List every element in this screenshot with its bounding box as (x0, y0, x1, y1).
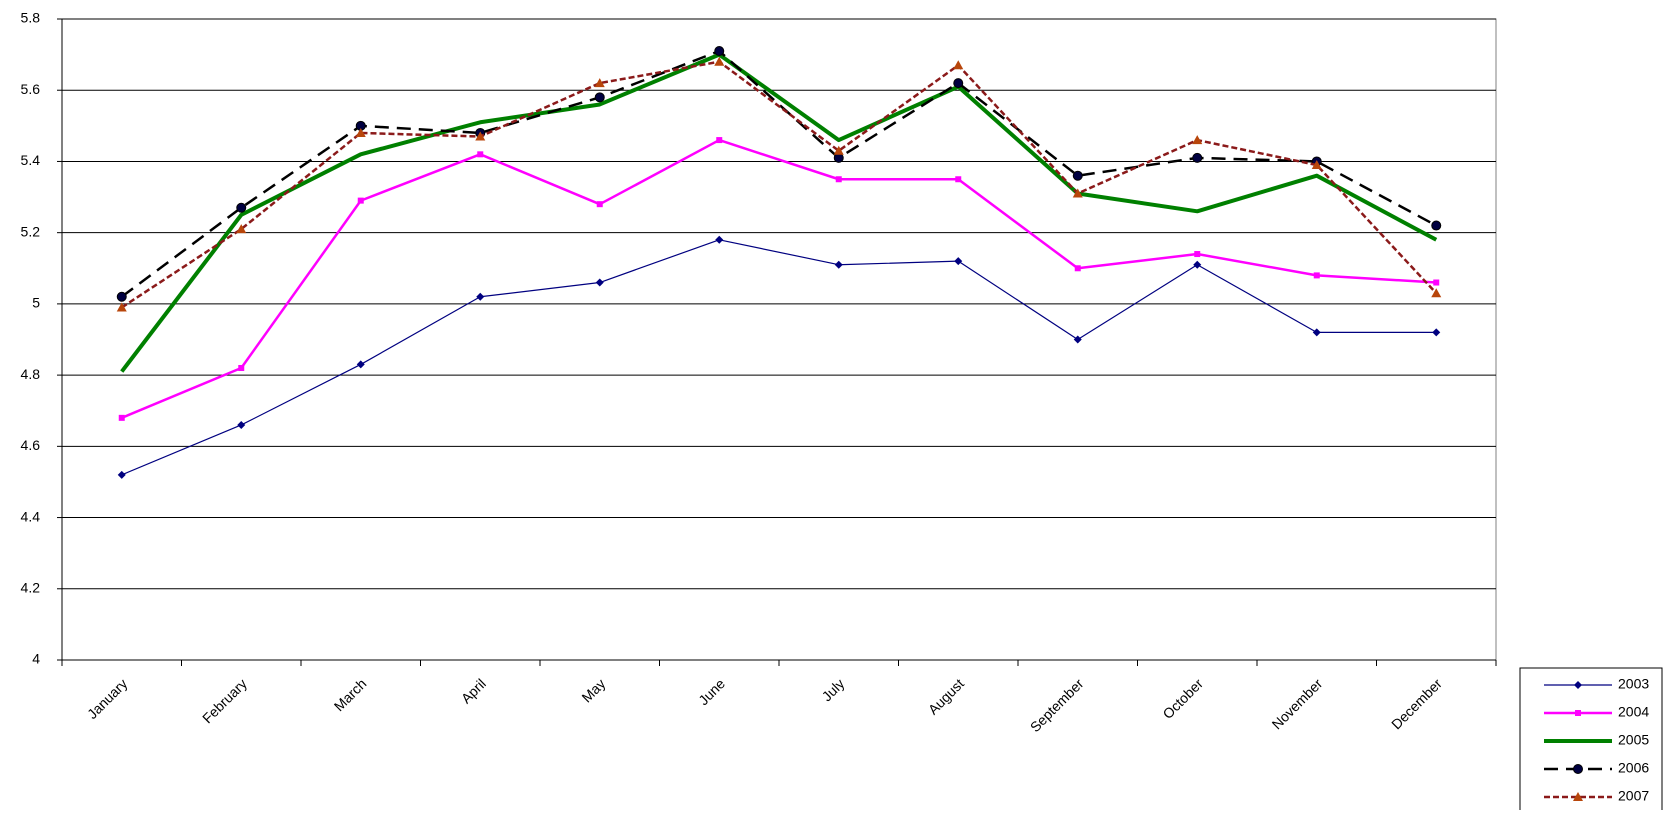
marker (1431, 220, 1442, 231)
marker (117, 470, 126, 479)
plot-area (61, 18, 1497, 661)
y-tick-label: 4.6 (21, 437, 41, 453)
marker (1194, 251, 1201, 258)
legend-label: 2005 (1618, 732, 1649, 748)
marker (1431, 288, 1442, 298)
x-tick-label: March (331, 675, 370, 714)
x-tick-label: September (1027, 675, 1087, 735)
y-tick-label: 5.4 (21, 152, 41, 168)
marker (1313, 272, 1320, 279)
x-tick-label: April (458, 675, 489, 706)
marker (238, 364, 245, 371)
marker (236, 202, 247, 213)
y-tick-label: 4.4 (21, 508, 41, 524)
x-tick-label: January (84, 675, 131, 722)
series-line (121, 138, 1437, 419)
marker (355, 127, 366, 137)
marker (1072, 188, 1083, 198)
marker (1312, 328, 1321, 337)
marker (834, 260, 843, 269)
marker (953, 78, 964, 89)
marker (594, 78, 605, 88)
legend-label: 2007 (1618, 788, 1649, 804)
legend-label: 2003 (1618, 676, 1649, 692)
x-tick-label: June (695, 675, 728, 708)
marker (594, 92, 605, 103)
marker (953, 60, 964, 70)
marker (116, 291, 127, 302)
marker (1192, 152, 1203, 163)
series-line (121, 60, 1438, 309)
x-tick-label: November (1269, 675, 1326, 732)
marker (1192, 135, 1203, 145)
x-tick-label: July (819, 675, 848, 704)
marker (1575, 710, 1581, 716)
marker (714, 46, 725, 57)
marker (955, 176, 962, 183)
marker (237, 420, 246, 429)
legend-label: 2006 (1618, 760, 1649, 776)
marker (716, 137, 723, 144)
x-tick-label: August (925, 675, 967, 717)
marker (1574, 681, 1582, 689)
y-tick-label: 4.8 (21, 366, 41, 382)
marker (1073, 335, 1082, 344)
y-tick-label: 5.6 (21, 81, 41, 97)
marker (1573, 792, 1583, 801)
marker (833, 145, 844, 155)
marker (1433, 279, 1440, 286)
marker (954, 257, 963, 266)
marker (476, 292, 485, 301)
marker (595, 278, 604, 287)
marker (715, 235, 724, 244)
marker (714, 56, 725, 66)
series-line (121, 239, 1437, 476)
y-tick-label: 5 (32, 295, 40, 311)
y-tick-label: 5.2 (21, 223, 41, 239)
y-tick-label: 4 (32, 651, 40, 667)
marker (1074, 265, 1081, 272)
x-tick-label: May (578, 675, 608, 705)
marker (475, 131, 486, 141)
legend-label: 2004 (1618, 704, 1649, 720)
marker (835, 176, 842, 183)
y-tick-label: 4.2 (21, 579, 41, 595)
series-line (121, 49, 1437, 298)
marker (1072, 170, 1083, 181)
marker (1193, 260, 1202, 269)
marker (236, 224, 247, 234)
marker (596, 201, 603, 208)
marker (477, 151, 484, 158)
x-tick-label: October (1159, 675, 1206, 722)
x-tick-label: December (1388, 675, 1445, 732)
y-tick-label: 5.8 (21, 10, 41, 26)
marker (118, 414, 125, 421)
marker (1573, 764, 1583, 774)
marker (1432, 328, 1441, 337)
x-tick-label: February (199, 675, 250, 726)
marker (1311, 160, 1322, 170)
series-line (120, 52, 1438, 373)
marker (116, 302, 127, 312)
marker (357, 197, 364, 204)
marker (356, 360, 365, 369)
